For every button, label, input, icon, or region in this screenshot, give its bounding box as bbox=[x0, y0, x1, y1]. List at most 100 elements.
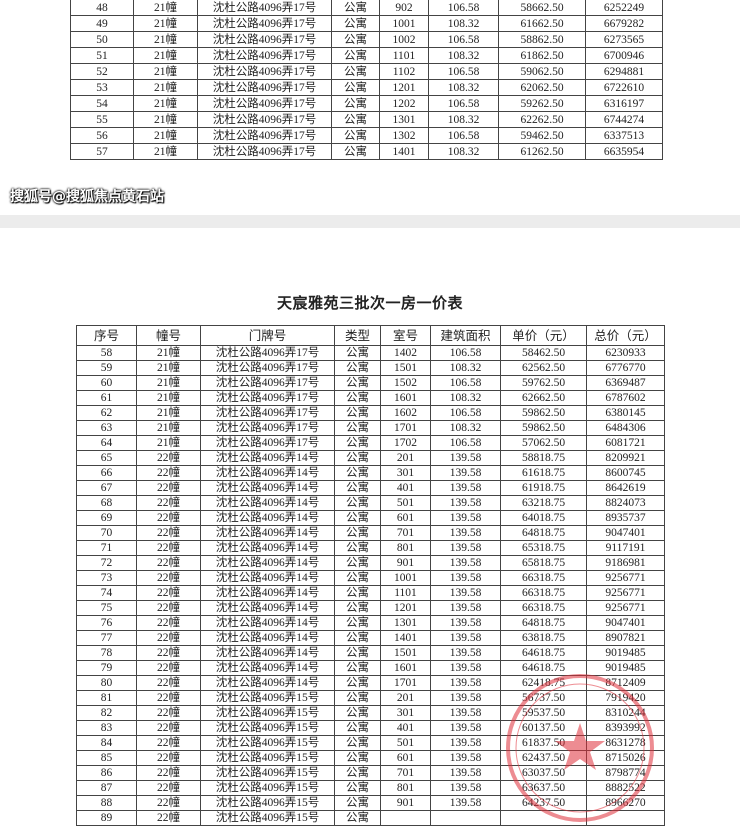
table-cell: 6252249 bbox=[585, 0, 663, 16]
table-cell: 56737.50 bbox=[500, 690, 587, 706]
table-row: 66 22幢 沈杜公路4096弄14号 公寓 301 139.58 61618.75 8600… bbox=[76, 465, 665, 481]
table-cell: 6273565 bbox=[585, 31, 663, 48]
table-cell: 公寓 bbox=[331, 79, 380, 96]
table-cell: 22幢 bbox=[136, 705, 201, 721]
table-cell: 1501 bbox=[380, 645, 431, 661]
table-cell: 50 bbox=[70, 31, 134, 48]
table-cell: 62437.50 bbox=[500, 750, 587, 766]
table-cell: 1001 bbox=[379, 15, 429, 32]
table-cell: 139.58 bbox=[430, 750, 501, 766]
table-cell: 1301 bbox=[380, 615, 431, 631]
table-cell: 901 bbox=[380, 795, 431, 811]
table-cell: 公寓 bbox=[334, 420, 381, 436]
table-cell: 公寓 bbox=[334, 555, 381, 571]
table-row: 74 22幢 沈杜公路4096弄14号 公寓 1101 139.58 66318.75 925… bbox=[76, 585, 665, 601]
table-cell: 沈杜公路4096弄17号 bbox=[200, 345, 335, 361]
table-cell: 22幢 bbox=[136, 660, 201, 676]
table-row: 89 22幢 沈杜公路4096弄15号 公寓 bbox=[76, 810, 665, 826]
table-cell: 公寓 bbox=[334, 690, 381, 706]
table-cell: 1201 bbox=[380, 600, 431, 616]
table-cell: 108.32 bbox=[428, 111, 499, 128]
price-table-page-1: 48 21幢 沈杜公路4096弄17号 公寓 902 106.58 58662.50 6252… bbox=[70, 0, 663, 160]
table-cell: 501 bbox=[380, 495, 431, 511]
table-cell: 65318.75 bbox=[500, 540, 587, 556]
table-cell: 61262.50 bbox=[498, 143, 586, 160]
table-cell: 68 bbox=[76, 495, 137, 511]
table-header-row: 序号 幢号 门牌号 类型 室号 建筑面积 单价（元） 总价（元） bbox=[76, 325, 665, 346]
table-cell: 1702 bbox=[380, 435, 431, 451]
table-cell: 6081721 bbox=[586, 435, 665, 451]
table-cell: 64618.75 bbox=[500, 660, 587, 676]
table-cell: 22幢 bbox=[136, 615, 201, 631]
table-cell: 902 bbox=[379, 0, 429, 16]
table-cell: 公寓 bbox=[334, 675, 381, 691]
table-cell: 48 bbox=[70, 0, 134, 16]
table-cell: 108.32 bbox=[430, 360, 501, 376]
table-row: 76 22幢 沈杜公路4096弄14号 公寓 1301 139.58 64818.75 904… bbox=[76, 615, 665, 631]
table-cell: 沈杜公路4096弄14号 bbox=[200, 630, 335, 646]
table-cell: 58662.50 bbox=[498, 0, 586, 16]
table-cell: 8631278 bbox=[586, 735, 665, 751]
table-cell: 71 bbox=[76, 540, 137, 556]
table-cell: 沈杜公路4096弄17号 bbox=[197, 127, 332, 144]
table-cell: 139.58 bbox=[430, 600, 501, 616]
table-cell: 公寓 bbox=[334, 480, 381, 496]
table-cell: 1501 bbox=[380, 360, 431, 376]
table-cell: 8642619 bbox=[586, 480, 665, 496]
table-cell: 8393992 bbox=[586, 720, 665, 736]
table-cell: 沈杜公路4096弄14号 bbox=[200, 600, 335, 616]
table-row: 57 21幢 沈杜公路4096弄17号 公寓 1401 108.32 61262.50 663… bbox=[70, 143, 663, 160]
table-cell: 72 bbox=[76, 555, 137, 571]
table-row: 71 22幢 沈杜公路4096弄14号 公寓 801 139.58 65318.75 9117… bbox=[76, 540, 665, 556]
table-cell: 301 bbox=[380, 705, 431, 721]
table-cell: 6380145 bbox=[586, 405, 665, 421]
table-cell: 69 bbox=[76, 510, 137, 526]
table-cell: 64018.75 bbox=[500, 510, 587, 526]
table-cell: 63637.50 bbox=[500, 780, 587, 796]
table-cell: 沈杜公路4096弄14号 bbox=[200, 675, 335, 691]
table-cell: 8798774 bbox=[586, 765, 665, 781]
table-cell: 22幢 bbox=[136, 690, 201, 706]
table-cell: 22幢 bbox=[136, 570, 201, 586]
table-cell: 22幢 bbox=[136, 555, 201, 571]
table-cell: 1602 bbox=[380, 405, 431, 421]
table-cell: 106.58 bbox=[430, 345, 501, 361]
table-cell: 21幢 bbox=[136, 390, 201, 406]
table-row: 50 21幢 沈杜公路4096弄17号 公寓 1002 106.58 58862.50 627… bbox=[70, 31, 663, 48]
table-cell: 沈杜公路4096弄14号 bbox=[200, 465, 335, 481]
table-cell: 59 bbox=[76, 360, 137, 376]
table-row: 61 21幢 沈杜公路4096弄17号 公寓 1601 108.32 62662.50 678… bbox=[76, 390, 665, 406]
table-cell: 79 bbox=[76, 660, 137, 676]
table-cell: 公寓 bbox=[334, 720, 381, 736]
table-cell: 8882522 bbox=[586, 780, 665, 796]
table-cell: 公寓 bbox=[334, 465, 381, 481]
table-cell: 701 bbox=[380, 765, 431, 781]
column-header: 门牌号 bbox=[200, 325, 335, 346]
table-cell: 66318.75 bbox=[500, 585, 587, 601]
table-cell: 沈杜公路4096弄17号 bbox=[197, 47, 332, 64]
document-page-2: 天宸雅苑三批次一房一价表 序号 幢号 门牌号 类型 室号 建筑面积 单价（元） 总价（元） 5… bbox=[0, 228, 740, 826]
table-row: 86 22幢 沈杜公路4096弄15号 公寓 701 139.58 63037.50 8798… bbox=[76, 765, 665, 781]
table-cell: 公寓 bbox=[334, 630, 381, 646]
table-cell: 1402 bbox=[380, 345, 431, 361]
table-row: 51 21幢 沈杜公路4096弄17号 公寓 1101 108.32 61862.50 670… bbox=[70, 47, 663, 64]
table-cell: 22幢 bbox=[136, 720, 201, 736]
table-cell: 21幢 bbox=[133, 15, 198, 32]
table-cell: 21幢 bbox=[133, 111, 198, 128]
table-row: 58 21幢 沈杜公路4096弄17号 公寓 1402 106.58 58462.50 623… bbox=[76, 345, 665, 361]
table-cell: 沈杜公路4096弄15号 bbox=[200, 690, 335, 706]
table-cell: 1101 bbox=[379, 47, 429, 64]
table-cell: 201 bbox=[380, 450, 431, 466]
table-cell: 139.58 bbox=[430, 690, 501, 706]
table-row: 67 22幢 沈杜公路4096弄14号 公寓 401 139.58 61918.75 8642… bbox=[76, 480, 665, 496]
table-cell: 139.58 bbox=[430, 735, 501, 751]
table-cell: 80 bbox=[76, 675, 137, 691]
table-cell: 53 bbox=[70, 79, 134, 96]
table-cell: 59062.50 bbox=[498, 63, 586, 80]
table-cell: 公寓 bbox=[331, 127, 380, 144]
table-row: 82 22幢 沈杜公路4096弄15号 公寓 301 139.58 59537.50 8310… bbox=[76, 705, 665, 721]
table-cell: 1001 bbox=[380, 570, 431, 586]
table-cell: 21幢 bbox=[133, 31, 198, 48]
table-cell: 沈杜公路4096弄17号 bbox=[197, 79, 332, 96]
table-cell: 59762.50 bbox=[500, 375, 587, 391]
